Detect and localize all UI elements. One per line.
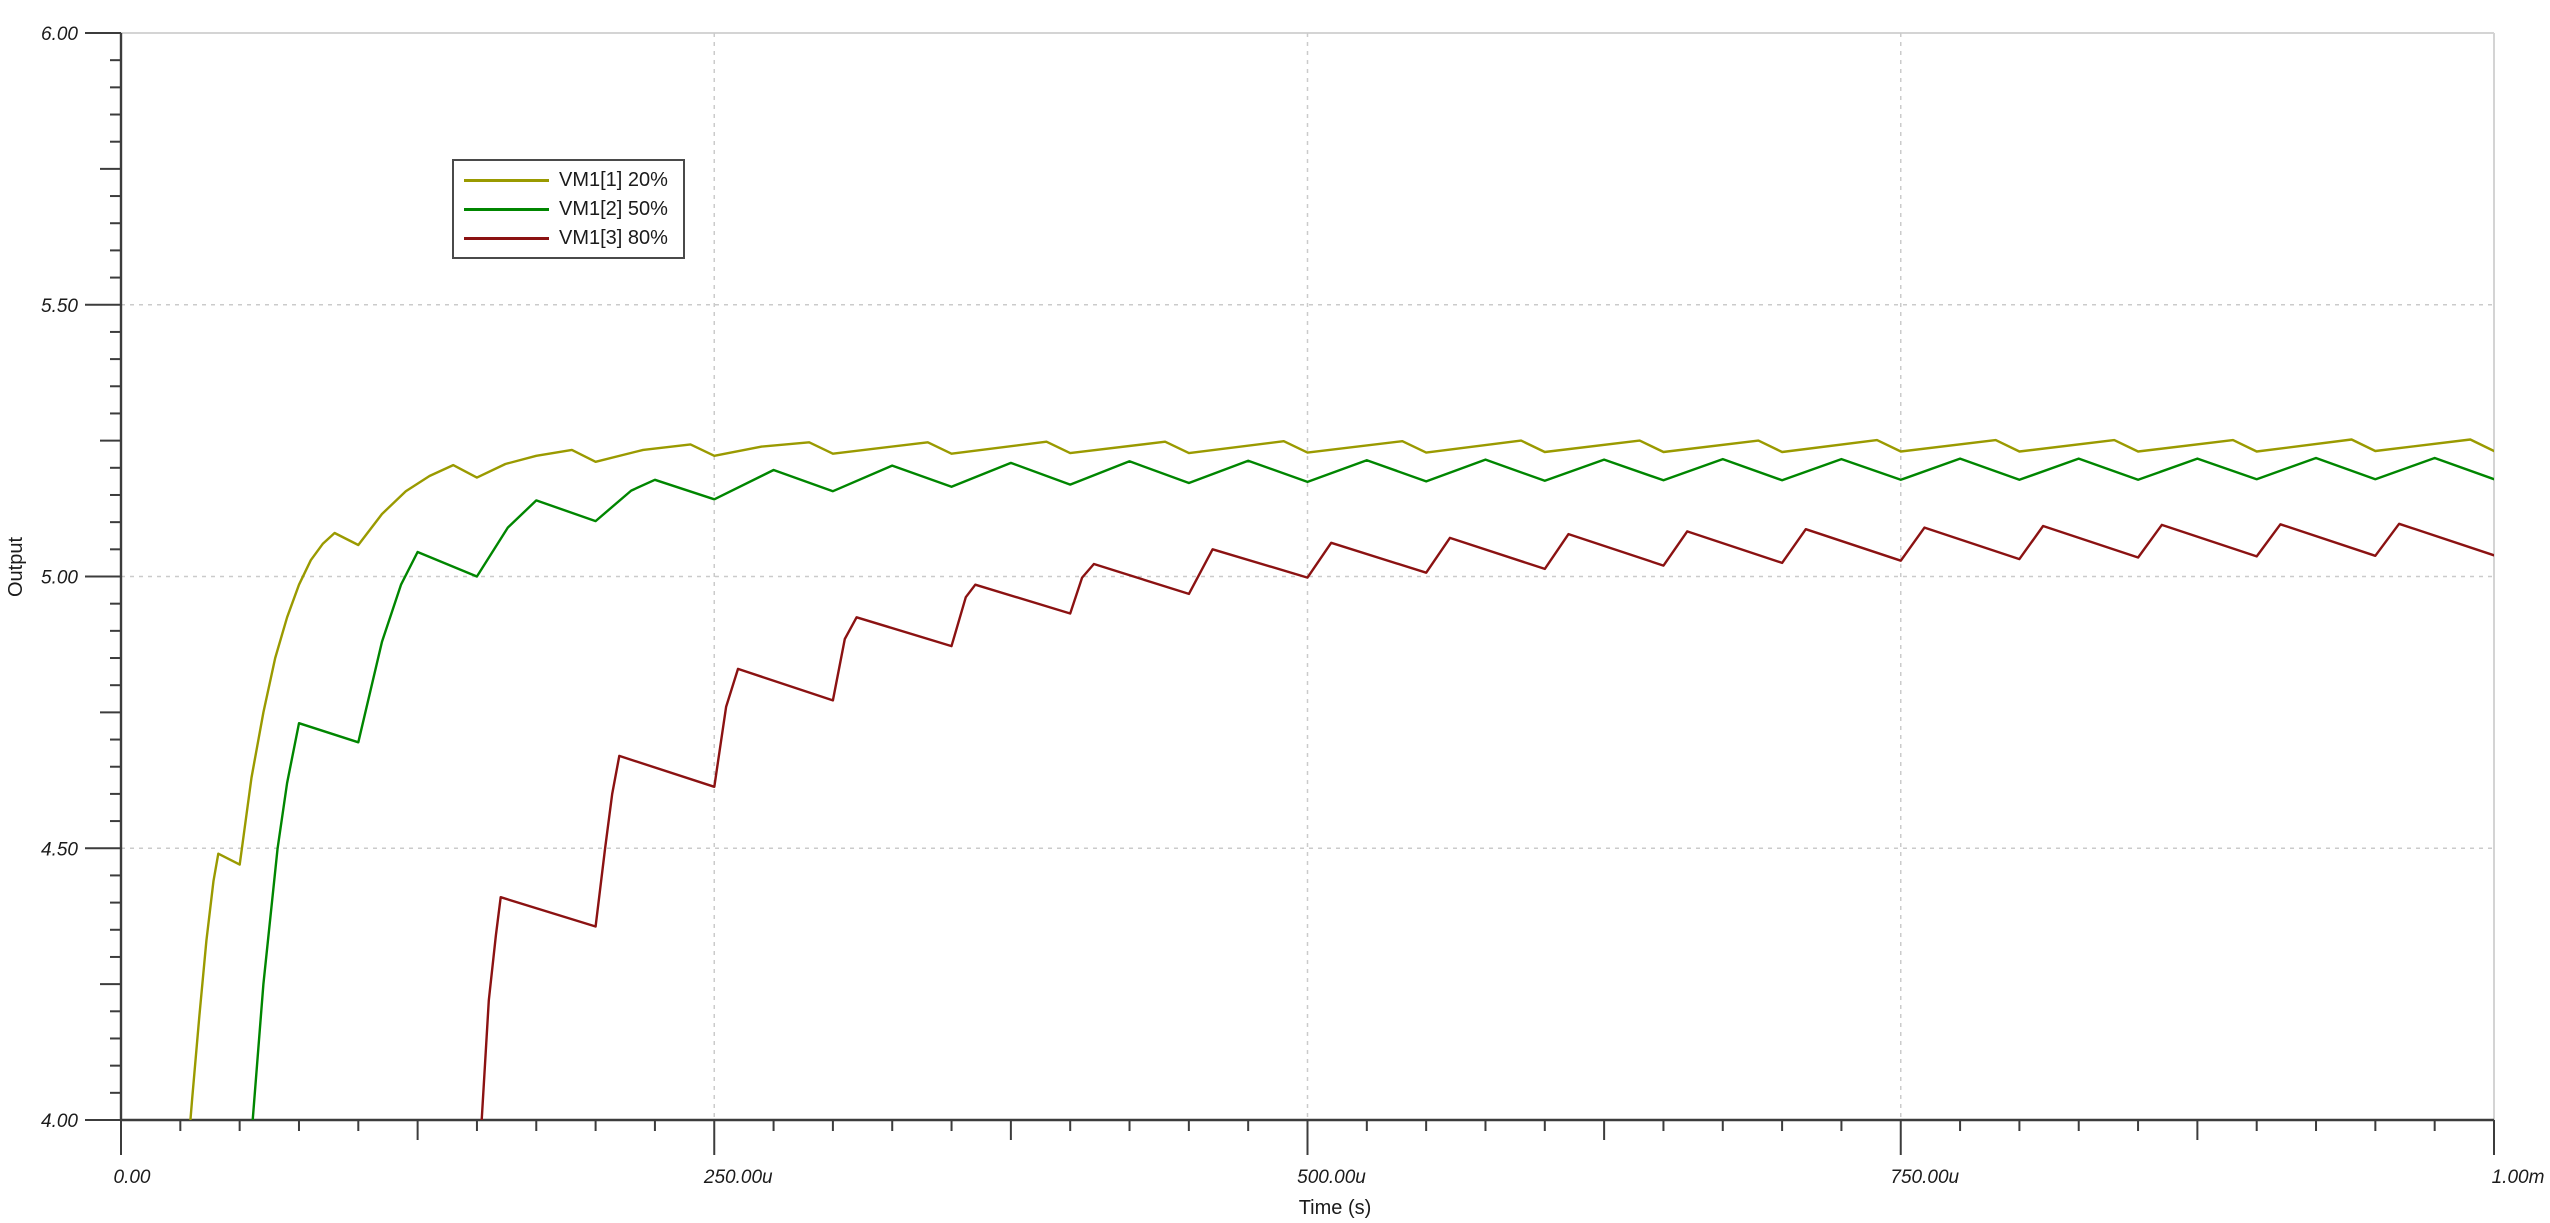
series-curve-2[interactable] [242, 456, 2494, 1223]
legend-row: VM1[1] 20% [464, 166, 673, 195]
x-tick-label: 0.00 [114, 1167, 151, 1188]
legend[interactable]: VM1[1] 20% VM1[2] 50% VM1[3] 80% [452, 159, 685, 259]
y-tick-label: 4.50 [41, 839, 78, 860]
legend-swatch-icon [464, 237, 549, 240]
y-tick-label: 6.00 [41, 24, 78, 45]
legend-row: VM1[3] 80% [464, 224, 673, 253]
x-tick-label: 1.00m [2492, 1167, 2545, 1188]
x-axis-title: Time (s) [1299, 1197, 1372, 1219]
x-tick-label: 250.00u [703, 1167, 773, 1188]
series-curve-3[interactable] [477, 522, 2494, 1223]
y-tick-label: 4.00 [41, 1111, 78, 1132]
legend-label: VM1[2] 50% [559, 198, 668, 220]
legend-swatch-icon [464, 208, 549, 211]
legend-label: VM1[1] 20% [559, 169, 668, 191]
legend-row: VM1[2] 50% [464, 195, 673, 224]
y-tick-label: 5.50 [41, 296, 78, 317]
x-tick-label: 750.00u [1890, 1167, 1959, 1188]
x-tick-label: 500.00u [1297, 1167, 1366, 1188]
legend-label: VM1[3] 80% [559, 227, 668, 249]
series-curve-1[interactable] [180, 438, 2494, 1223]
legend-swatch-icon [464, 179, 549, 182]
y-tick-label: 5.00 [41, 568, 78, 589]
y-axis-title: Output [5, 537, 27, 597]
